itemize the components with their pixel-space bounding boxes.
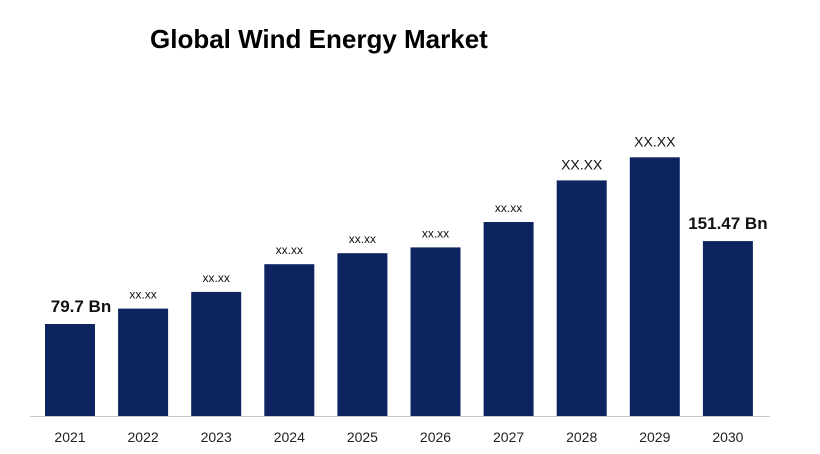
bar-2029	[629, 157, 680, 417]
x-tick-label-2023: 2023	[201, 429, 232, 445]
data-label-2029: XX.XX	[634, 133, 676, 149]
bar-2027	[483, 222, 534, 416]
x-tick-label-2029: 2029	[639, 429, 670, 445]
data-label-2023: xx.xx	[203, 271, 230, 285]
bar-2026	[410, 247, 461, 416]
data-label-2025: xx.xx	[349, 232, 376, 246]
data-label-2027: xx.xx	[495, 201, 522, 215]
bar-2030	[702, 241, 753, 416]
x-tick-label-2022: 2022	[128, 429, 159, 445]
x-tick-label-2024: 2024	[274, 429, 305, 445]
bar-2028	[556, 180, 607, 416]
bar-2023	[191, 291, 242, 416]
x-tick-label-2021: 2021	[54, 429, 85, 445]
bar-2021	[45, 324, 95, 416]
x-tick-label-2030: 2030	[712, 429, 743, 445]
chart-title: Global Wind Energy Market	[150, 24, 488, 54]
bar-2024	[264, 264, 315, 416]
x-tick-label-2027: 2027	[493, 429, 524, 445]
data-label-2028: XX.XX	[561, 156, 603, 172]
x-tick-label-2026: 2026	[420, 429, 451, 445]
data-label-2021: 79.7 Bn	[51, 297, 111, 316]
data-label-2026: xx.xx	[422, 226, 449, 240]
data-label-2024: xx.xx	[276, 243, 303, 257]
x-tick-label-2028: 2028	[566, 429, 597, 445]
x-tick-label-2025: 2025	[347, 429, 378, 445]
data-label-2030: 151.47 Bn	[688, 214, 767, 233]
bar-2025	[337, 253, 388, 416]
bar-2022	[118, 308, 169, 416]
data-label-2022: xx.xx	[129, 288, 156, 302]
